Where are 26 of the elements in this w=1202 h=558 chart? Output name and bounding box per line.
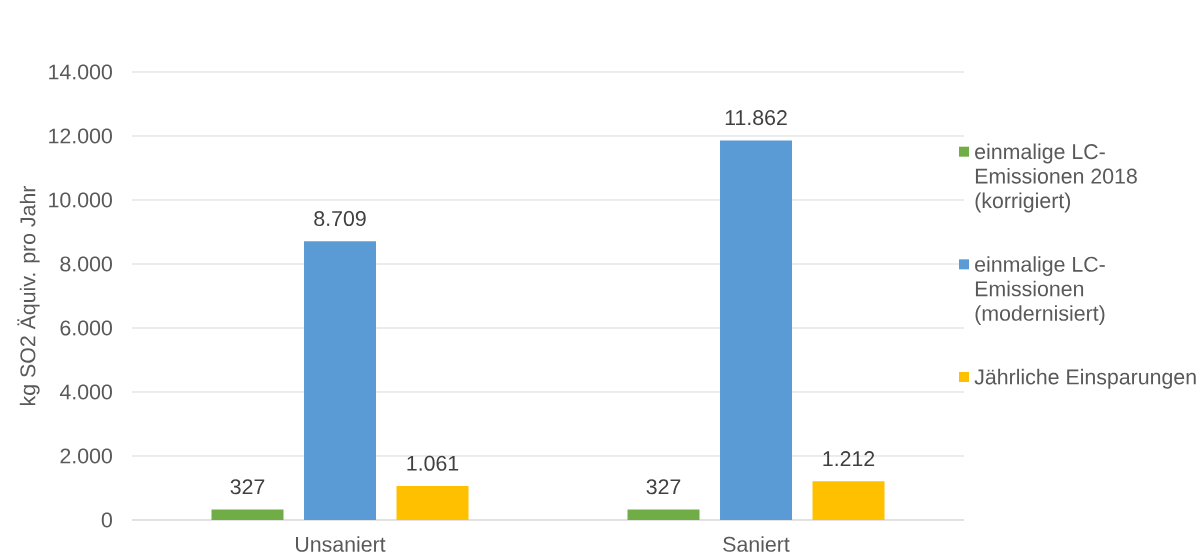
y-tick-label: 0: [101, 512, 112, 528]
bar: [304, 241, 377, 520]
data-label: 327: [230, 479, 265, 495]
y-tick-label: 8.000: [60, 256, 112, 272]
y-tick-label: 12.000: [49, 128, 112, 144]
legend-label: einmalige LC-Emissionen (modernisiert): [975, 256, 1105, 326]
y-axis-title: kg SO2 Äquiv. pro Jahr: [17, 185, 40, 405]
y-tick-label: 10.000: [49, 192, 112, 208]
bar: [396, 486, 469, 520]
data-label: 1.212: [823, 451, 875, 466]
x-tick-label: Saniert: [723, 536, 790, 552]
bar: [720, 140, 793, 520]
data-label: 8.709: [314, 211, 366, 227]
y-tick-label: 2.000: [60, 448, 112, 464]
legend-label: Jährliche Einsparungen: [974, 368, 1196, 389]
y-tick-label: 4.000: [59, 384, 112, 400]
y-tick-label: 14.000: [49, 64, 112, 80]
data-label: 327: [646, 479, 681, 495]
legend-label: einmalige LC-Emissionen 2018 (korrigiert): [975, 143, 1137, 213]
bar: [812, 481, 885, 520]
data-label: 11.862: [725, 110, 787, 126]
bar: [211, 509, 284, 520]
bar: [627, 509, 700, 520]
data-label: 1.061: [407, 455, 459, 471]
x-tick-label: Unsaniert: [296, 536, 386, 552]
y-tick-label: 6.000: [60, 320, 112, 336]
